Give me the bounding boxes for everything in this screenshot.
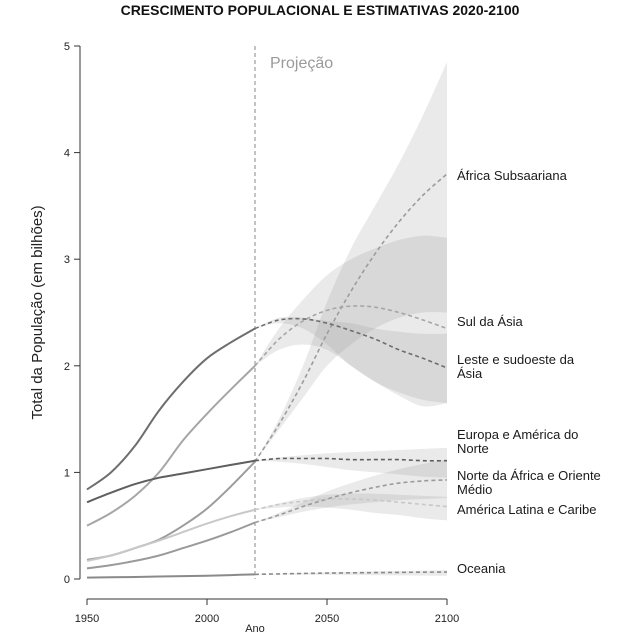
series-label-2: Leste e sudoeste da Ásia [457,352,575,381]
series-label-3: Europa e América do Norte [457,427,578,456]
y-tick-label: 2 [64,361,70,373]
x-tick-label: 1950 [75,613,99,625]
series-label-5: América Latina e Caribe [457,502,596,517]
series-label-line: África Subsaariana [457,168,568,183]
series-projection-0 [254,173,448,463]
y-tick-label: 3 [64,254,70,266]
series-label-line: Norte da África e Oriente [457,468,601,483]
series-projection-5 [254,498,448,511]
series-projection-2 [254,317,448,369]
series-label-line: América Latina e Caribe [457,502,596,517]
band-2 [255,316,447,404]
series-label-line: Oceania [457,561,506,576]
y-axis-label: Total da População (em bilhões) [29,205,46,419]
band-3 [255,447,447,478]
series-label-1: Sul da Ásia [457,314,524,329]
series-projection-4 [254,479,448,524]
series-label-line: Ásia [457,366,483,381]
chart-title: CRESCIMENTO POPULACIONAL E ESTIMATIVAS 2… [120,2,520,18]
series-label-4: Norte da África e Oriente Médio [457,468,601,497]
axes: 0 1 2 3 4 5 1950 2000 2050 2100 Ano Total da Popula… [29,41,459,634]
series-line-2 [86,327,256,491]
series-line-5 [86,508,256,562]
x-tick-label: 2050 [315,613,339,625]
series-label-line: Leste e sudoeste da [457,352,575,367]
series-line-3 [86,459,256,504]
projection-label: Projeção [270,55,333,72]
series-projection-3 [254,457,448,462]
band-1 [255,235,447,407]
series-label-line: Sul da Ásia [457,314,524,329]
series-label-line: Europa e América do [457,427,578,442]
series-label-6: Oceania [457,561,506,576]
series-labels: África Subsaariana Sul da Ásia Leste e sud… [457,168,601,576]
series-lines [86,173,448,579]
x-tick-label: 2100 [435,613,459,625]
y-tick-label: 4 [64,148,70,160]
series-projection-1 [254,305,448,367]
series-line-4 [86,521,256,570]
series-projection-6 [254,571,448,576]
y-tick-label: 5 [64,41,70,53]
series-label-0: África Subsaariana [457,168,568,183]
band-0 [255,62,447,462]
band-6 [255,570,447,576]
series-label-line: Médio [457,482,492,497]
x-tick-label: 2000 [195,613,219,625]
y-tick-label: 0 [64,574,70,586]
series-label-line: Norte [457,441,489,456]
series-line-6 [86,573,256,579]
y-tick-label: 1 [64,467,70,479]
band-5 [255,493,447,521]
x-axis-label: Ano [245,623,265,634]
series-line-1 [86,365,256,527]
